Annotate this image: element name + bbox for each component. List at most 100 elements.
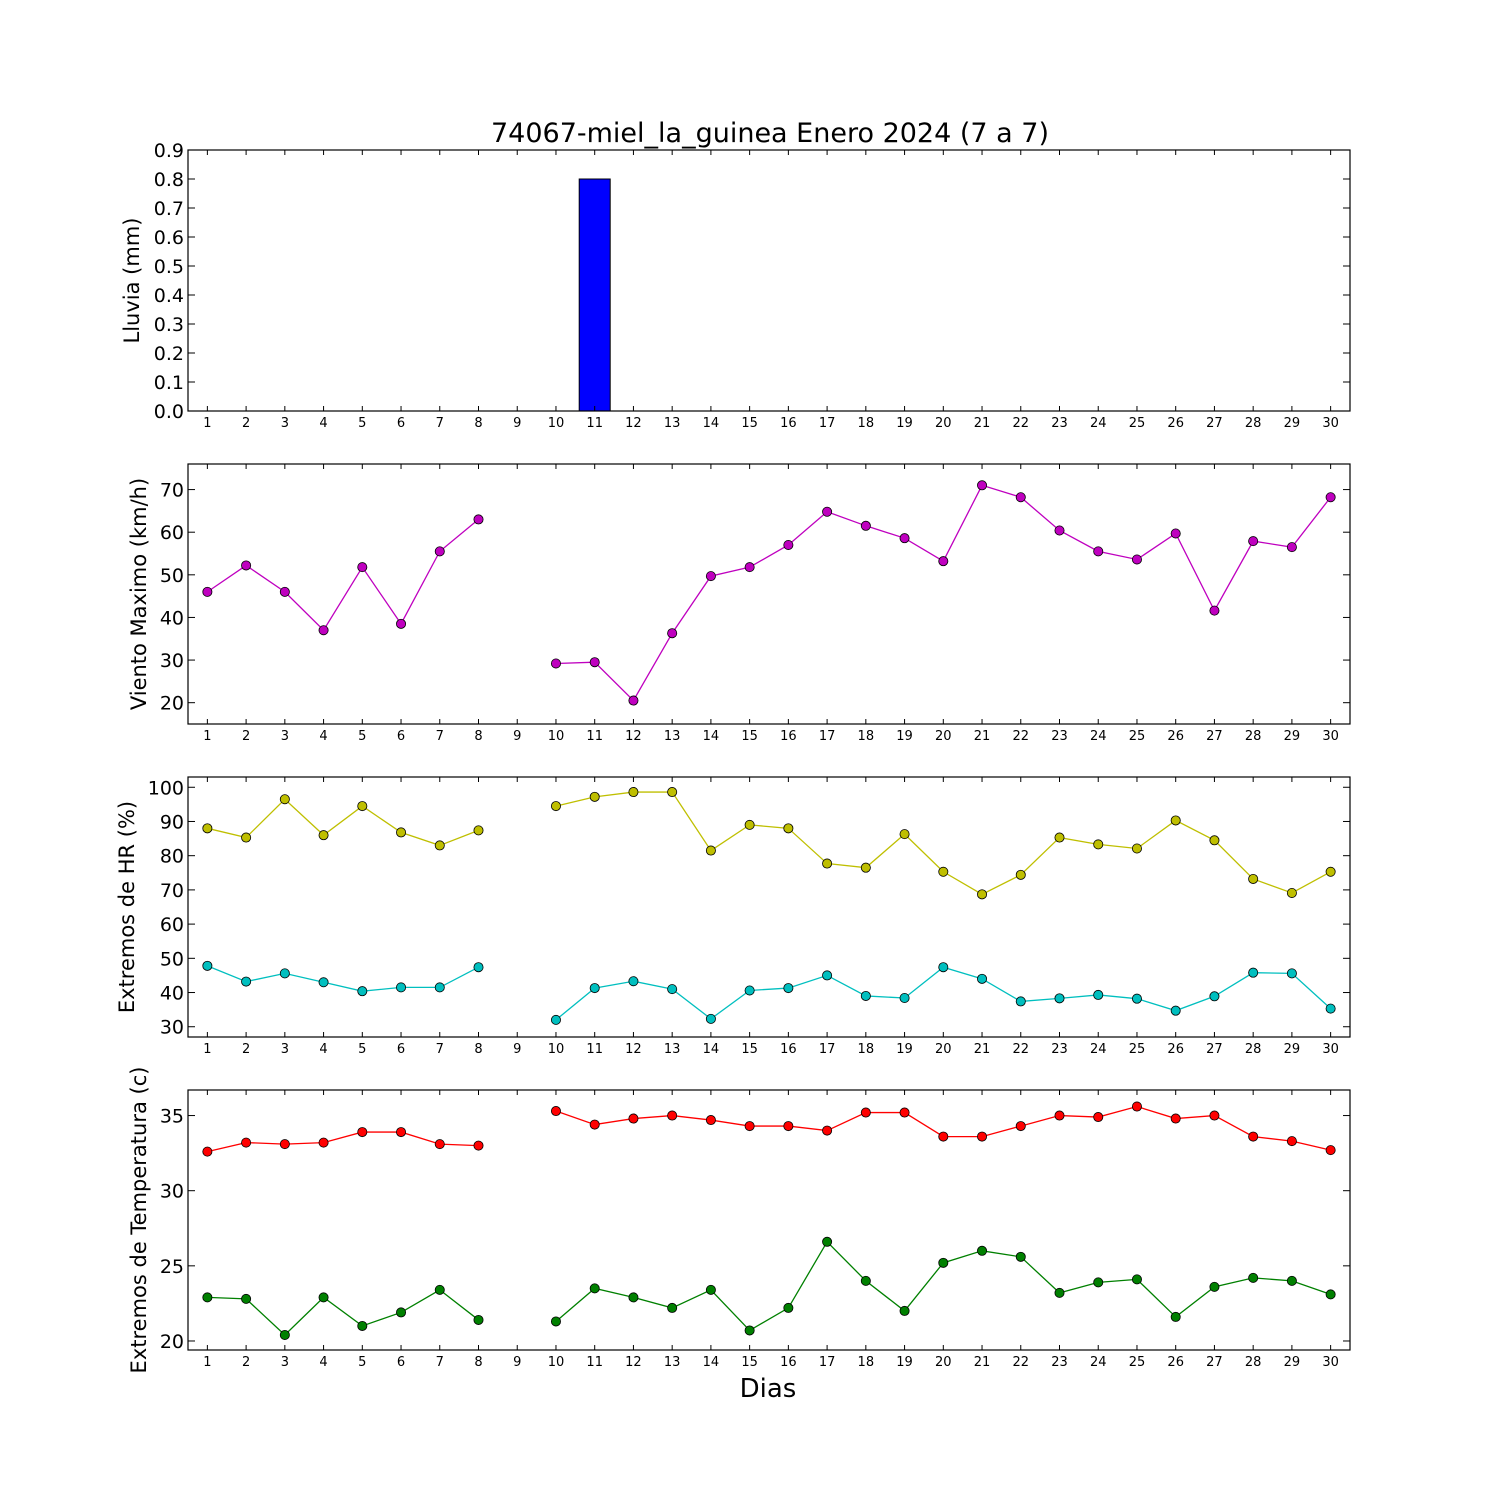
wind-series-0-line-1 bbox=[555, 484, 1332, 702]
hr-series-1-point-day-10 bbox=[550, 1014, 561, 1025]
wind-x-tick-label: 30 bbox=[1322, 729, 1339, 744]
hr-x-tick-label: 18 bbox=[858, 1042, 875, 1057]
rain-x-tick-label: 20 bbox=[935, 416, 952, 431]
temp-x-tick-label: 20 bbox=[935, 1355, 952, 1370]
temp-series-1-point-day-8 bbox=[473, 1314, 484, 1325]
wind-x-tick-label: 25 bbox=[1129, 729, 1146, 744]
hr-series-0-point-day-26 bbox=[1170, 815, 1181, 826]
hr-series-0-point-day-13 bbox=[667, 787, 678, 798]
hr-axes-frame bbox=[187, 776, 1351, 1038]
rain-x-tick-label: 5 bbox=[358, 416, 366, 431]
hr-series-0-point-day-22 bbox=[1015, 869, 1026, 880]
wind-x-tick-label: 4 bbox=[319, 729, 327, 744]
hr-series-1-point-day-4 bbox=[318, 977, 329, 988]
rain-x-tick-label: 21 bbox=[974, 416, 991, 431]
wind-x-tick-label: 28 bbox=[1245, 729, 1262, 744]
wind-x-tick-label: 5 bbox=[358, 729, 366, 744]
wind-series-0-point-day-28 bbox=[1248, 536, 1259, 547]
temp-x-tick-label: 7 bbox=[436, 1355, 444, 1370]
temp-x-tick-label: 2 bbox=[242, 1355, 250, 1370]
temp-series-1-point-day-20 bbox=[938, 1257, 949, 1268]
temp-x-tick-label: 11 bbox=[586, 1355, 603, 1370]
temp-series-1-point-day-12 bbox=[628, 1292, 639, 1303]
wind-x-tick-label: 21 bbox=[974, 729, 991, 744]
wind-x-tick-label: 9 bbox=[513, 729, 521, 744]
figure-title: 74067-miel_la_guinea Enero 2024 (7 a 7) bbox=[491, 118, 1049, 149]
rain-y-tick-label: 0.3 bbox=[154, 314, 184, 336]
wind-x-tick-label: 24 bbox=[1090, 729, 1107, 744]
temp-series-1-point-day-14 bbox=[705, 1284, 716, 1295]
temp-series-1-point-day-2 bbox=[241, 1293, 252, 1304]
rain-x-tick-label: 6 bbox=[397, 416, 405, 431]
wind-x-tick-label: 27 bbox=[1206, 729, 1223, 744]
wind-series-0-point-day-7 bbox=[434, 546, 445, 557]
rain-y-tick-label: 0.8 bbox=[154, 169, 184, 191]
temp-x-tick-label: 16 bbox=[780, 1355, 797, 1370]
temp-series-1-point-day-22 bbox=[1015, 1251, 1026, 1262]
temp-series-0-point-day-4 bbox=[318, 1137, 329, 1148]
wind-x-tick-label: 20 bbox=[935, 729, 952, 744]
wind-series-0-point-day-29 bbox=[1286, 542, 1297, 553]
hr-series-1-point-day-26 bbox=[1170, 1005, 1181, 1016]
hr-series-1-point-day-5 bbox=[357, 986, 368, 997]
rain-x-tick-label: 13 bbox=[664, 416, 681, 431]
temp-x-tick-label: 14 bbox=[703, 1355, 720, 1370]
hr-series-1-point-day-18 bbox=[860, 990, 871, 1001]
temp-series-0-point-day-22 bbox=[1015, 1121, 1026, 1132]
hr-series-1-point-day-14 bbox=[705, 1013, 716, 1024]
temp-x-tick-label: 24 bbox=[1090, 1355, 1107, 1370]
hr-series-1-point-day-24 bbox=[1093, 989, 1104, 1000]
rain-x-tick-label: 1 bbox=[203, 416, 211, 431]
wind-series-0-point-day-2 bbox=[241, 560, 252, 571]
wind-x-tick-label: 13 bbox=[664, 729, 681, 744]
hr-x-tick-label: 9 bbox=[513, 1042, 521, 1057]
temp-series-0-point-day-13 bbox=[667, 1110, 678, 1121]
temp-series-0-point-day-15 bbox=[744, 1121, 755, 1132]
hr-series-1-point-day-11 bbox=[589, 983, 600, 994]
hr-series-0-point-day-18 bbox=[860, 862, 871, 873]
temp-series-0-point-day-20 bbox=[938, 1131, 949, 1142]
rain-y-tick-label: 0.5 bbox=[154, 256, 184, 278]
hr-series-1-point-day-8 bbox=[473, 962, 484, 973]
hr-x-tick-label: 23 bbox=[1051, 1042, 1068, 1057]
temp-series-1-point-day-30 bbox=[1325, 1289, 1336, 1300]
rain-axes-frame bbox=[187, 149, 1351, 412]
hr-series-0-point-day-7 bbox=[434, 840, 445, 851]
wind-x-tick-label: 11 bbox=[586, 729, 603, 744]
hr-y-tick-label: 60 bbox=[160, 914, 184, 936]
hr-series-1-point-day-3 bbox=[279, 968, 290, 979]
temp-series-0-point-day-12 bbox=[628, 1113, 639, 1124]
wind-series-0-point-day-22 bbox=[1015, 492, 1026, 503]
hr-series-0-point-day-29 bbox=[1286, 887, 1297, 898]
wind-series-0-line-0 bbox=[207, 518, 479, 632]
wind-x-tick-label: 26 bbox=[1167, 729, 1184, 744]
hr-x-tick-label: 21 bbox=[974, 1042, 991, 1057]
temp-series-1-point-day-1 bbox=[202, 1292, 213, 1303]
temp-series-0-point-day-23 bbox=[1054, 1110, 1065, 1121]
temp-x-tick-label: 13 bbox=[664, 1355, 681, 1370]
x-axis-label: Dias bbox=[740, 1374, 797, 1404]
temp-series-0-point-day-18 bbox=[860, 1107, 871, 1118]
temp-series-1-point-day-17 bbox=[822, 1236, 833, 1247]
rain-x-tick-label: 23 bbox=[1051, 416, 1068, 431]
temp-x-tick-label: 29 bbox=[1284, 1355, 1301, 1370]
temp-x-tick-label: 12 bbox=[625, 1355, 642, 1370]
rain-x-tick-label: 29 bbox=[1284, 416, 1301, 431]
rain-x-tick-label: 2 bbox=[242, 416, 250, 431]
rain-x-tick-label: 24 bbox=[1090, 416, 1107, 431]
temp-series-0-point-day-30 bbox=[1325, 1145, 1336, 1156]
hr-series-0-point-day-28 bbox=[1248, 873, 1259, 884]
temp-series-0-point-day-1 bbox=[202, 1146, 213, 1157]
wind-x-tick-label: 1 bbox=[203, 729, 211, 744]
wind-x-tick-label: 23 bbox=[1051, 729, 1068, 744]
hr-series-0-line-0 bbox=[207, 798, 479, 847]
hr-y-tick-label: 30 bbox=[160, 1017, 184, 1039]
hr-x-tick-label: 2 bbox=[242, 1042, 250, 1057]
wind-x-tick-label: 16 bbox=[780, 729, 797, 744]
temp-series-1-point-day-10 bbox=[550, 1316, 561, 1327]
temp-x-tick-label: 6 bbox=[397, 1355, 405, 1370]
hr-series-1-point-day-29 bbox=[1286, 968, 1297, 979]
temp-series-0-point-day-26 bbox=[1170, 1113, 1181, 1124]
rain-x-tick-label: 26 bbox=[1167, 416, 1184, 431]
hr-series-0-point-day-21 bbox=[977, 889, 988, 900]
